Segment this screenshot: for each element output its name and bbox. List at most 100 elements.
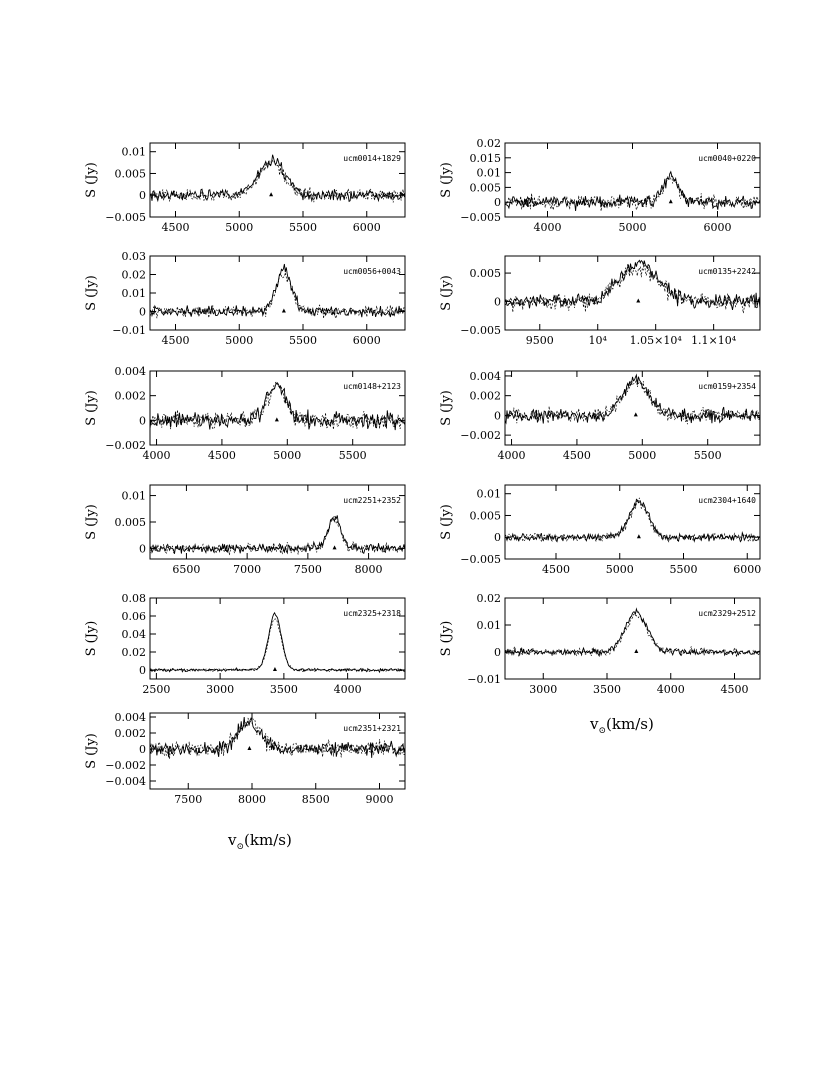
y-tick-label: 0.002 [115, 727, 147, 740]
spectrum-panel: 4500 5000 5500 6000 −0.005 0 0.005 0.01 S (Jy) uc… [439, 484, 761, 576]
spectrum-line-dashed [505, 175, 760, 212]
x-tick-label: 4500 [563, 449, 591, 462]
x-tick-label: 5500 [339, 449, 367, 462]
spectrum-line [505, 607, 760, 658]
x-tick-label: 5000 [225, 221, 253, 234]
x-tick-label: 5500 [289, 334, 317, 347]
x-tick-label: 6000 [704, 221, 732, 234]
x-tick-label: 5000 [606, 563, 634, 576]
x-tick-label: 1.1×10⁴ [691, 334, 737, 347]
y-tick-label: 0.01 [122, 490, 147, 503]
panel-frame [504, 484, 761, 560]
y-tick-label: −0.01 [112, 324, 146, 337]
spectrum-line-dashed [150, 717, 405, 760]
x-tick-label: 7500 [174, 793, 202, 806]
y-tick-label: −0.005 [460, 324, 501, 337]
velocity-marker [247, 746, 252, 750]
y-tick-label: 0.03 [122, 250, 147, 263]
spectrum-line-dashed [150, 159, 405, 203]
y-axis-label: S (Jy) [439, 275, 454, 311]
velocity-marker [636, 534, 641, 539]
spectrum-line [505, 373, 760, 425]
y-tick-label: 0.06 [122, 610, 147, 623]
spectrum-panel: 3000 3500 4000 4500 −0.01 0 0.01 0.02 S (Jy) ucm2… [439, 592, 761, 696]
y-tick-label: 0.02 [477, 592, 502, 605]
y-tick-label: 0 [494, 531, 501, 544]
x-tick-label: 5500 [670, 563, 698, 576]
x-tick-label: 3500 [593, 683, 621, 696]
panel-frame [149, 142, 406, 218]
y-tick-label: 0 [494, 646, 501, 659]
y-tick-label: −0.005 [105, 211, 146, 224]
spectrum-line-dashed [150, 272, 405, 319]
y-tick-label: 0 [494, 409, 501, 422]
y-axis-label: S (Jy) [439, 621, 454, 657]
spectrum-line [150, 154, 405, 203]
x-tick-label: 7000 [233, 563, 261, 576]
y-tick-label: −0.01 [467, 673, 501, 686]
x-tick-label: 4000 [143, 449, 171, 462]
y-tick-label: 0 [139, 542, 146, 555]
x-axis-label-left: v⊙(km/s) [227, 831, 292, 852]
x-tick-label: 4500 [721, 683, 749, 696]
x-tick-label: 4500 [542, 563, 570, 576]
x-tick-label: 4000 [334, 683, 362, 696]
y-axis-label: S (Jy) [84, 733, 99, 769]
x-tick-label: 6500 [172, 563, 200, 576]
spectrum-panel: 4000 4500 5000 5500 −0.002 0 0.002 0.004 S (Jy) u… [84, 365, 406, 462]
spectrum-line-dashed [150, 618, 405, 673]
x-tick-label: 8500 [302, 793, 330, 806]
panel-name: ucm0159+2354 [698, 382, 756, 391]
x-tick-label: 8000 [238, 793, 266, 806]
x-tick-label: 4500 [162, 334, 190, 347]
y-axis-label: S (Jy) [84, 275, 99, 311]
velocity-marker [668, 199, 673, 204]
y-tick-label: 0.002 [115, 390, 147, 403]
y-tick-label: 0.005 [115, 167, 147, 180]
x-tick-label: 4000 [534, 221, 562, 234]
y-tick-label: 0.015 [470, 152, 502, 165]
y-tick-label: −0.002 [105, 759, 146, 772]
x-tick-label: 5500 [289, 221, 317, 234]
x-tick-label: 3000 [206, 683, 234, 696]
y-tick-label: −0.005 [460, 553, 501, 566]
x-tick-label: 4000 [498, 449, 526, 462]
panel-name: ucm2351+2321 [343, 724, 401, 733]
panel-name: ucm2329+2512 [698, 609, 756, 618]
x-tick-label: 3500 [270, 683, 298, 696]
spectrum-panel: 9500 10⁴ 1.05×10⁴ 1.1×10⁴ −0.005 0 0.005 S (Jy)… [439, 255, 761, 347]
y-tick-label: 0.01 [122, 287, 147, 300]
y-tick-label: −0.002 [105, 439, 146, 452]
spectrum-line-dashed [505, 378, 760, 425]
panel-name: ucm2251+2352 [343, 496, 401, 505]
y-tick-label: 0.005 [470, 267, 502, 280]
y-axis-label: S (Jy) [439, 390, 454, 426]
spectrum-line [505, 259, 760, 310]
panel-name: ucm0014+1829 [343, 154, 401, 163]
y-axis-label: S (Jy) [84, 390, 99, 426]
y-tick-label: −0.004 [105, 775, 146, 788]
x-tick-label: 10⁴ [589, 334, 608, 347]
y-tick-label: 0 [139, 414, 146, 427]
velocity-marker [281, 308, 286, 313]
panel-frame [504, 597, 761, 680]
spectrum-panel: 4000 4500 5000 5500 −0.002 0 0.002 0.004 S (Jy) u… [439, 370, 761, 462]
y-tick-label: 0.005 [470, 181, 502, 194]
panel-name: ucm2304+1640 [698, 496, 756, 505]
spectrum-line [505, 498, 760, 543]
x-tick-label: 4500 [162, 221, 190, 234]
panel-name: ucm2325+2318 [343, 609, 401, 618]
velocity-marker [272, 667, 277, 671]
x-tick-label: 2500 [142, 683, 170, 696]
y-tick-label: 0 [139, 306, 146, 319]
spectrum-panel: 6500 7000 7500 8000 0 0.005 0.01 S (Jy) ucm2251+… [84, 484, 406, 576]
y-axis-label: S (Jy) [439, 162, 454, 198]
velocity-marker [269, 192, 274, 197]
x-tick-label: 6000 [353, 221, 381, 234]
x-tick-label: 1.05×10⁴ [630, 334, 683, 347]
x-tick-label: 5000 [628, 449, 656, 462]
spectrum-line-dashed [505, 260, 760, 314]
velocity-marker [633, 412, 638, 417]
